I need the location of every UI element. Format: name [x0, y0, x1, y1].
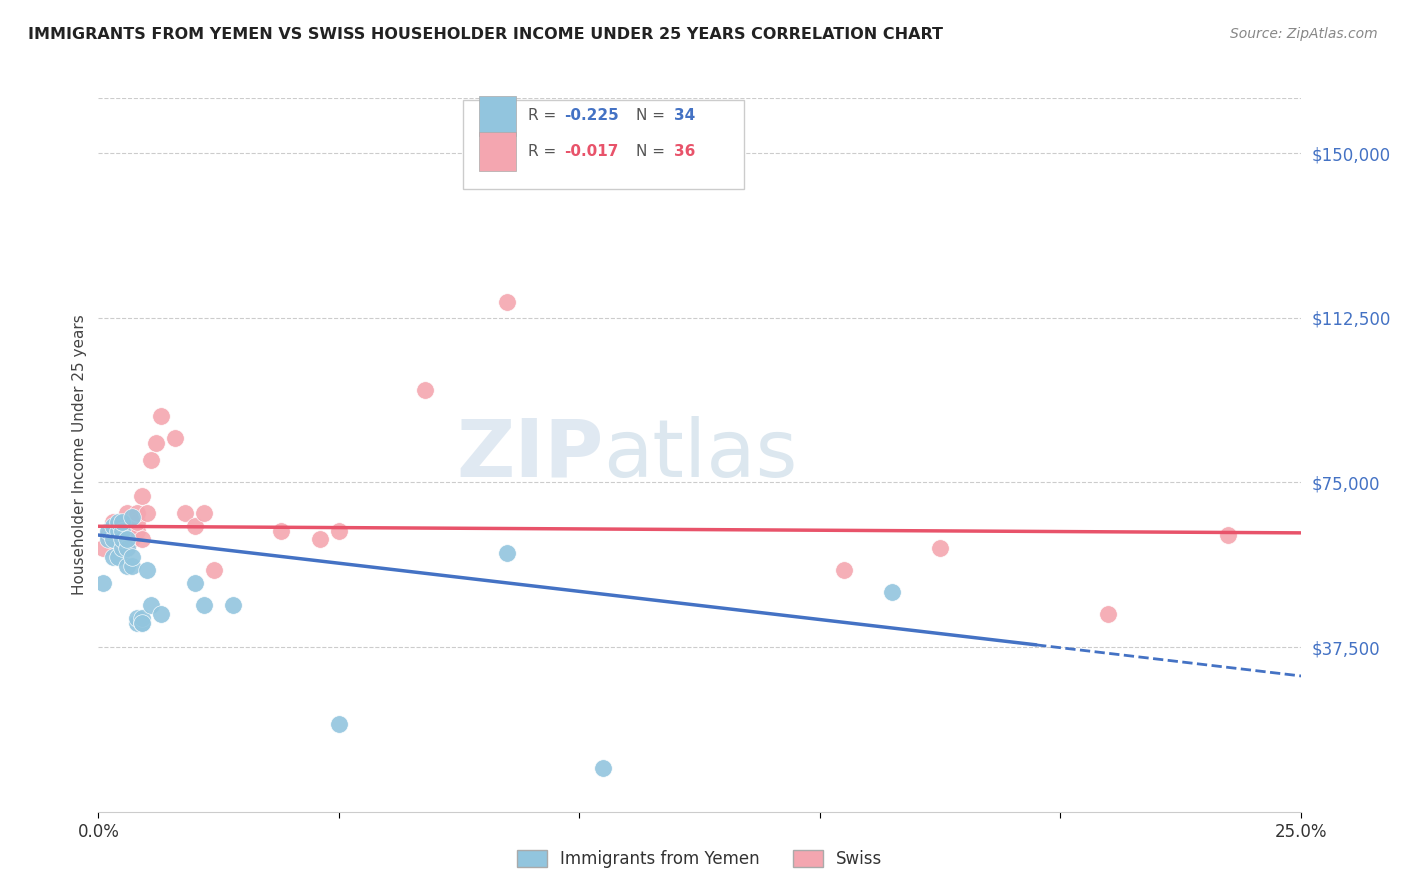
Point: [121, 510, 143, 524]
Point: [131, 533, 153, 547]
Point: [107, 524, 129, 538]
FancyBboxPatch shape: [479, 96, 516, 136]
Point: [141, 599, 163, 613]
Point: [149, 607, 172, 621]
Point: [125, 615, 148, 630]
Point: [121, 558, 143, 573]
Point: [1218, 528, 1240, 542]
Point: [117, 558, 139, 573]
Point: [121, 533, 143, 547]
Point: [222, 599, 245, 613]
Text: ZIP: ZIP: [456, 416, 603, 494]
Point: [270, 524, 292, 538]
Point: [117, 541, 139, 556]
Point: [97, 528, 120, 542]
Text: -0.225: -0.225: [564, 109, 619, 123]
Point: [121, 549, 143, 564]
Point: [117, 533, 139, 547]
Point: [131, 489, 153, 503]
Point: [328, 717, 350, 731]
Text: 36: 36: [675, 145, 696, 159]
Text: -0.017: -0.017: [564, 145, 619, 159]
Point: [111, 541, 134, 556]
Point: [117, 506, 139, 520]
Point: [101, 515, 124, 529]
Point: [832, 563, 855, 577]
Point: [107, 533, 129, 547]
Y-axis label: Householder Income Under 25 years: Householder Income Under 25 years: [72, 315, 87, 595]
Point: [131, 615, 153, 630]
Text: Source: ZipAtlas.com: Source: ZipAtlas.com: [1230, 27, 1378, 41]
Point: [125, 611, 148, 625]
Point: [202, 563, 225, 577]
Point: [111, 515, 134, 529]
Point: [97, 533, 120, 547]
Point: [111, 541, 134, 556]
Point: [174, 506, 197, 520]
Point: [117, 541, 139, 556]
Point: [111, 533, 134, 547]
Point: [149, 409, 172, 424]
Text: R =: R =: [527, 109, 561, 123]
Point: [91, 576, 114, 591]
Point: [135, 563, 157, 577]
Point: [328, 524, 350, 538]
Point: [592, 761, 614, 775]
Point: [135, 506, 157, 520]
Point: [193, 506, 215, 520]
Point: [117, 533, 139, 547]
Point: [107, 528, 129, 542]
Text: N =: N =: [636, 145, 669, 159]
Point: [101, 519, 124, 533]
Point: [131, 611, 153, 625]
Point: [111, 533, 134, 547]
Point: [101, 533, 124, 547]
Point: [125, 506, 148, 520]
Text: R =: R =: [527, 145, 561, 159]
Point: [121, 524, 143, 538]
Text: IMMIGRANTS FROM YEMEN VS SWISS HOUSEHOLDER INCOME UNDER 25 YEARS CORRELATION CHA: IMMIGRANTS FROM YEMEN VS SWISS HOUSEHOLD…: [28, 27, 943, 42]
Text: N =: N =: [636, 109, 669, 123]
FancyBboxPatch shape: [479, 132, 516, 171]
Point: [145, 435, 167, 450]
Point: [101, 549, 124, 564]
Point: [1097, 607, 1119, 621]
Point: [107, 515, 129, 529]
Legend: Immigrants from Yemen, Swiss: Immigrants from Yemen, Swiss: [510, 843, 889, 875]
FancyBboxPatch shape: [463, 100, 744, 189]
Point: [125, 515, 148, 529]
Point: [928, 541, 950, 556]
Point: [308, 533, 330, 547]
Text: 34: 34: [675, 109, 696, 123]
Point: [183, 576, 205, 591]
Point: [183, 519, 205, 533]
Point: [880, 585, 903, 599]
Point: [415, 383, 437, 397]
Point: [141, 453, 163, 467]
Point: [193, 599, 215, 613]
Point: [117, 524, 139, 538]
Point: [165, 432, 187, 446]
Point: [107, 549, 129, 564]
Point: [97, 524, 120, 538]
Point: [496, 295, 519, 310]
Text: atlas: atlas: [603, 416, 797, 494]
Point: [496, 546, 519, 560]
Point: [91, 541, 114, 556]
Point: [125, 524, 148, 538]
Point: [111, 524, 134, 538]
Point: [131, 615, 153, 630]
